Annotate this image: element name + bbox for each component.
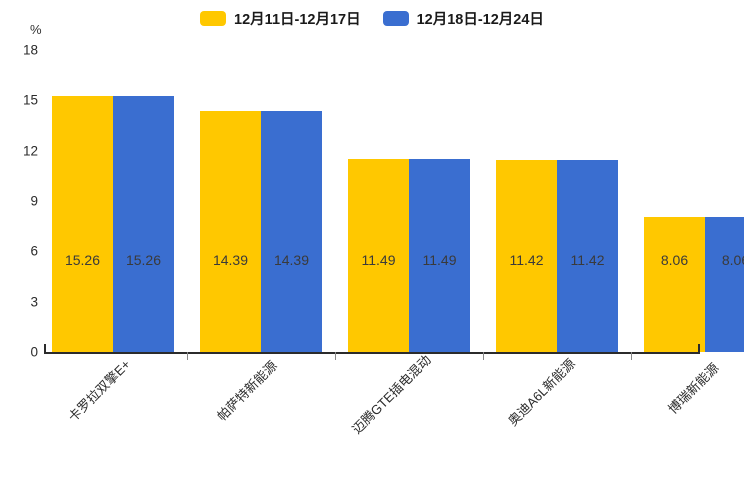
bar-group: 8.06 8.06 [644,50,744,352]
bar[interactable]: 14.39 [261,110,322,352]
bar-value-label: 15.26 [125,252,162,268]
y-axis-tick-label: 3 [30,294,38,310]
bar-group: 14.39 14.39 [200,50,322,352]
x-axis-category-label: 帕萨特新能源 [214,357,281,424]
legend-swatch-icon [382,11,409,26]
y-axis-tick-label: 15 [22,92,38,108]
legend-label: 12月18日-12月24日 [416,12,544,28]
y-axis-tick-label: 6 [30,243,38,259]
x-axis-category-label: 迈腾GTE插电混动 [349,351,434,437]
x-axis-category-label: 奥迪A6L新能源 [505,355,579,429]
bar-value-label: 14.39 [273,252,310,268]
bar-value-label: 11.49 [361,252,396,268]
bar[interactable]: 14.39 [200,110,261,352]
legend-swatch-icon [200,11,227,26]
bar[interactable]: 11.49 [409,159,470,352]
bar[interactable]: 11.42 [496,160,557,352]
y-axis-tick-label: 0 [30,344,38,360]
plot-area: 15.26 15.26 14.39 14.39 11.49 11.49 11.42 11.42… [44,50,744,352]
y-axis-tick-label: 18 [22,42,38,58]
chart-legend: 12月11日-12月17日 12月18日-12月24日 [0,8,744,29]
bar-group: 11.49 11.49 [348,50,470,352]
bar-value-label: 11.49 [422,252,457,268]
bar-value-label: 11.42 [509,252,544,268]
bar[interactable]: 15.26 [113,95,174,352]
legend-item-series-1[interactable]: 12月11日-12月17日 [200,8,361,29]
bar-value-label: 8.06 [721,252,744,268]
legend-item-series-2[interactable]: 12月18日-12月24日 [382,8,544,29]
bar[interactable]: 15.26 [52,95,113,352]
bar-value-label: 8.06 [660,252,689,268]
bar[interactable]: 8.06 [705,216,744,352]
x-axis-end-tick [698,344,700,354]
bar[interactable]: 11.49 [348,159,409,352]
x-axis-tick [187,352,188,360]
x-axis-tick [631,352,632,360]
legend-label: 12月11日-12月17日 [234,12,361,28]
y-axis-tick-label: 9 [30,193,38,209]
bar-group: 15.26 15.26 [52,50,174,352]
y-axis-tick-labels: 18 15 12 9 6 3 0 [0,0,38,496]
bar-value-label: 15.26 [64,252,101,268]
x-axis-line [44,352,700,354]
x-axis-tick [335,352,336,360]
y-axis-unit-label: % [30,22,42,37]
x-axis-end-tick [44,344,46,354]
x-axis-category-label: 卡罗拉双擎E+ [64,356,134,425]
y-axis-tick-label: 12 [22,143,38,159]
bar-value-label: 14.39 [212,252,249,268]
bar-group: 11.42 11.42 [496,50,618,352]
bar[interactable]: 11.42 [557,160,618,352]
bar[interactable]: 8.06 [644,216,705,352]
x-axis-category-label: 博瑞新能源 [665,360,722,417]
x-axis-tick [483,352,484,360]
bar-value-label: 11.42 [570,252,605,268]
